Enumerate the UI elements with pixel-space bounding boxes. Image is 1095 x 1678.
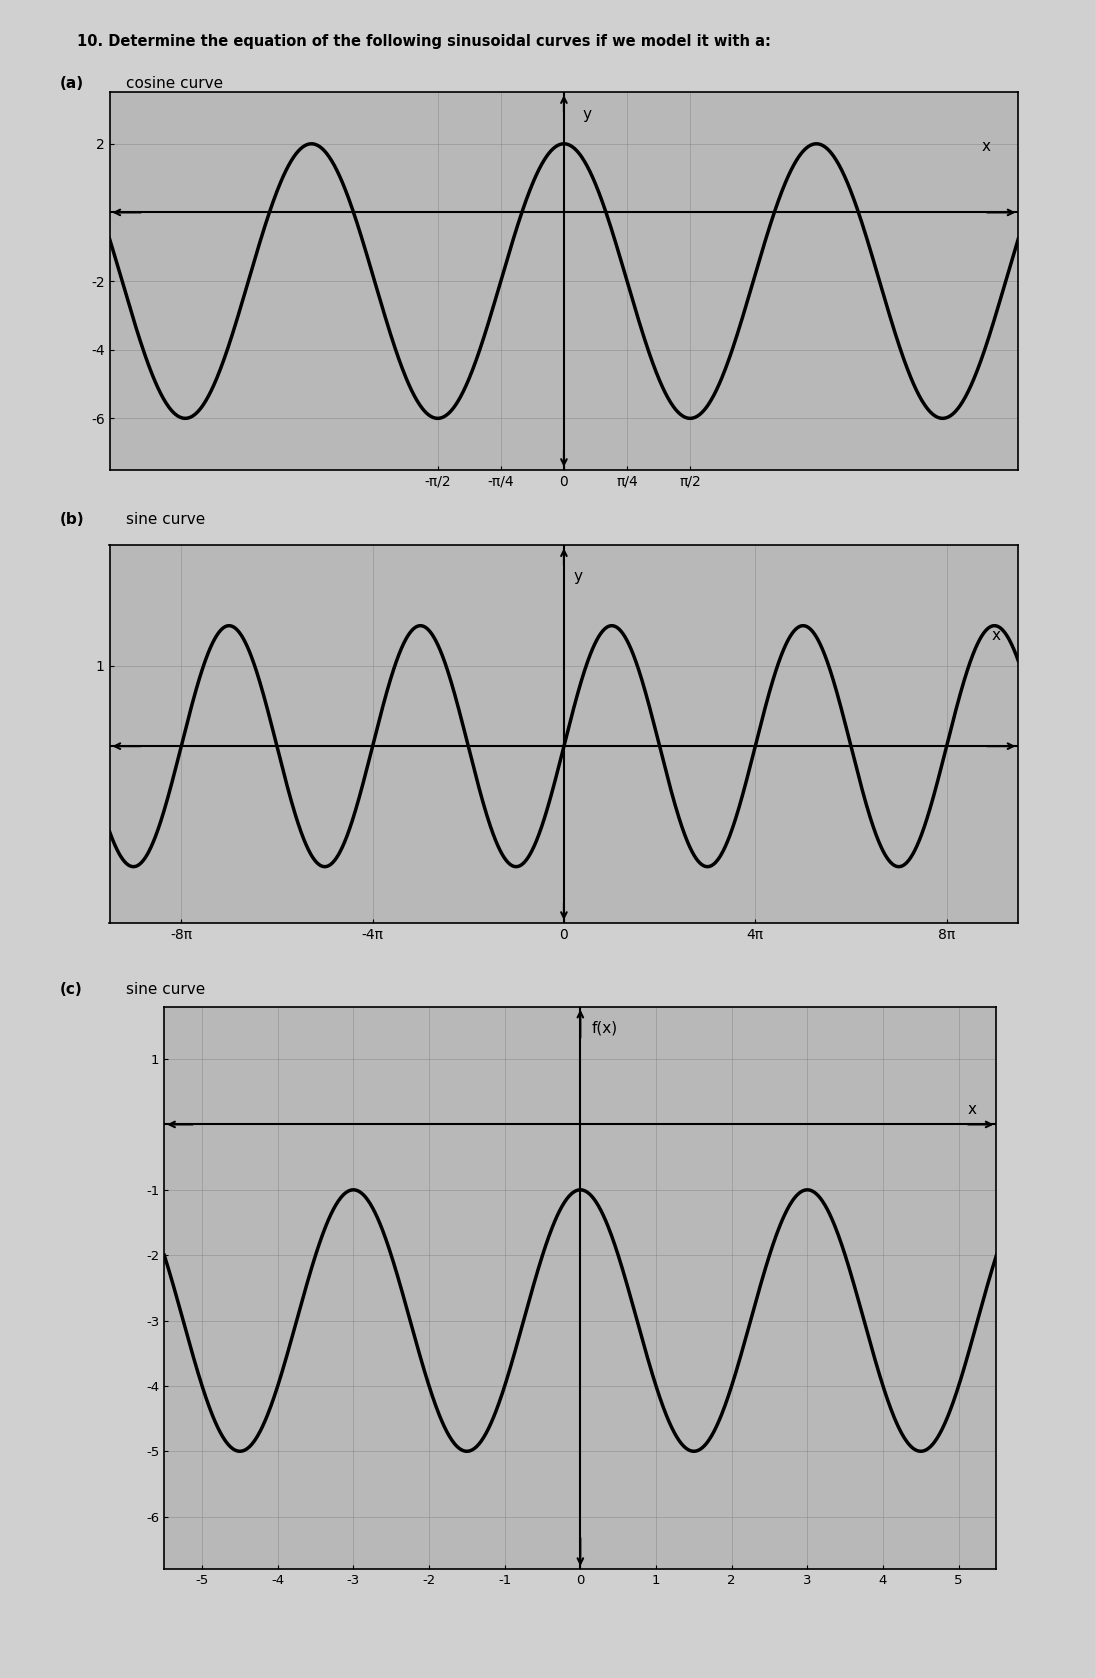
Text: y: y	[573, 569, 583, 584]
Text: x: x	[982, 139, 991, 154]
Text: f(x): f(x)	[591, 1020, 618, 1035]
Text: (c): (c)	[60, 982, 83, 997]
Text: sine curve: sine curve	[126, 512, 205, 527]
Text: y: y	[583, 107, 591, 122]
Text: sine curve: sine curve	[126, 982, 205, 997]
Text: cosine curve: cosine curve	[126, 76, 223, 91]
Text: 10. Determine the equation of the following sinusoidal curves if we model it wit: 10. Determine the equation of the follow…	[77, 34, 771, 49]
Text: x: x	[991, 628, 1000, 643]
Text: x: x	[967, 1102, 977, 1116]
Text: (a): (a)	[60, 76, 84, 91]
Text: (b): (b)	[60, 512, 84, 527]
